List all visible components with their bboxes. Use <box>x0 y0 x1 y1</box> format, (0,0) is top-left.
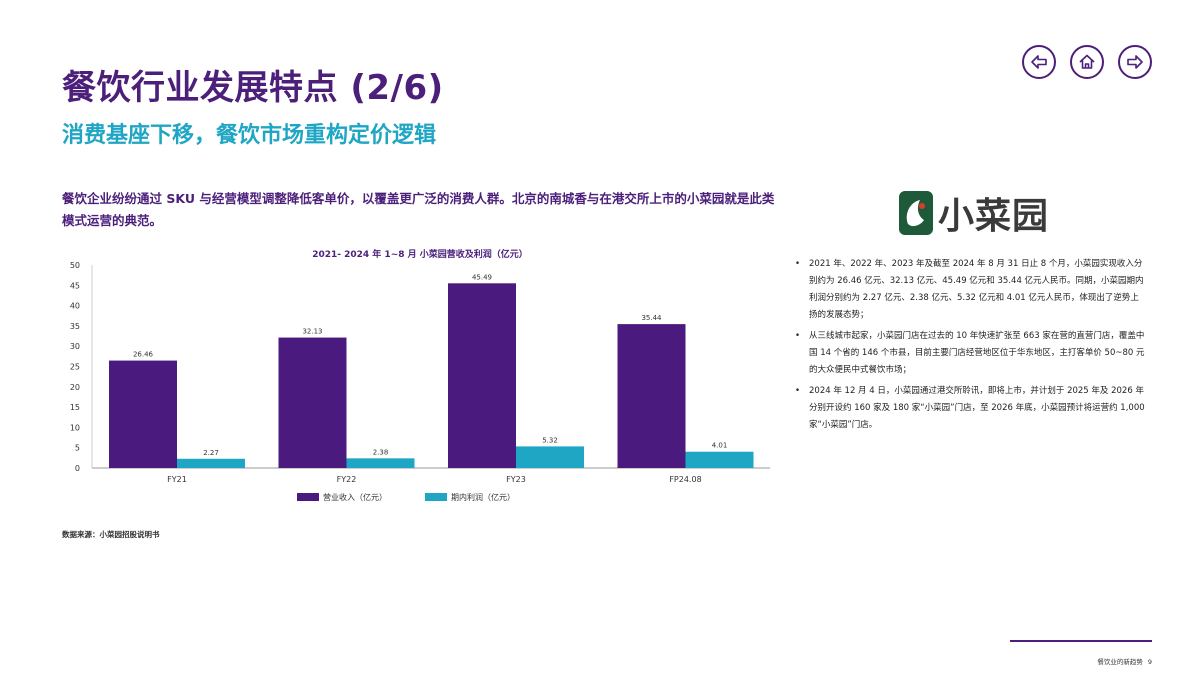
y-tick-label: 50 <box>70 261 80 270</box>
arrow-left-icon <box>1031 55 1047 69</box>
revenue-profit-bar-chart: 0 5 10 15 20 25 30 35 40 45 50 26.46 2.27 FY21 32.13 2.… <box>70 261 770 502</box>
x-tick-label: FY23 <box>506 475 526 484</box>
y-tick-label: 30 <box>70 342 80 351</box>
data-label: 5.32 <box>542 436 558 444</box>
data-label: 45.49 <box>472 273 492 281</box>
bar-profit <box>177 458 245 468</box>
bar-revenue <box>617 324 686 468</box>
legend-swatch <box>425 493 447 501</box>
x-tick-label: FP24.08 <box>669 475 701 484</box>
data-label: 2.27 <box>203 449 219 457</box>
y-tick-label: 20 <box>70 383 80 392</box>
legend-label: 期内利润（亿元） <box>451 492 515 502</box>
y-tick-label: 25 <box>70 363 80 372</box>
bullet-item: 2021 年、2022 年、2023 年及截至 2024 年 8 月 31 日止… <box>795 256 1147 324</box>
data-label: 26.46 <box>133 351 154 359</box>
bullet-list: 2021 年、2022 年、2023 年及截至 2024 年 8 月 31 日止… <box>795 256 1147 438</box>
bar-profit <box>346 458 415 468</box>
bar-revenue <box>278 337 347 468</box>
y-tick-label: 10 <box>70 423 80 432</box>
footer: 餐饮业的新趋势 9 <box>1010 656 1152 666</box>
bullet-item: 2024 年 12 月 4 日，小菜园通过港交所聆讯，即将上市，并计划于 202… <box>795 383 1147 434</box>
page-title: 餐饮行业发展特点 (2/6) <box>62 68 444 108</box>
footer-divider <box>1010 640 1152 642</box>
y-tick-label: 0 <box>75 464 80 473</box>
home-icon <box>1079 54 1095 69</box>
bar-revenue <box>448 283 516 468</box>
y-tick-label: 40 <box>70 302 80 311</box>
navigation-buttons <box>1022 45 1152 79</box>
x-tick-label: FY21 <box>167 475 187 484</box>
data-label: 4.01 <box>712 442 728 450</box>
legend-swatch <box>297 493 319 501</box>
y-tick-label: 15 <box>70 403 80 412</box>
data-label: 32.13 <box>302 328 322 336</box>
prev-button[interactable] <box>1022 45 1056 79</box>
x-tick-label: FY22 <box>337 475 357 484</box>
logo-text: 小菜园 <box>938 195 1050 237</box>
intro-text: 餐饮企业纷纷通过 SKU 与经营模型调整降低客单价，以覆盖更广泛的消费人群。北京… <box>62 191 775 228</box>
y-tick-label: 45 <box>70 281 80 290</box>
chart-title: 2021- 2024 年 1~8 月 小菜园营收及利润（亿元） <box>312 250 528 260</box>
xiaocaiyuan-logo-icon <box>899 191 933 235</box>
y-tick-label: 35 <box>70 322 80 331</box>
arrow-right-icon <box>1127 55 1143 69</box>
y-tick-label: 5 <box>75 444 80 453</box>
home-button[interactable] <box>1070 45 1104 79</box>
bar-profit <box>516 446 584 468</box>
footer-label: 餐饮业的新趋势 <box>1097 658 1143 666</box>
xiaocaiyuan-logo: 小菜园 <box>898 187 1049 239</box>
bar-revenue <box>109 360 177 468</box>
bullet-item: 从三线城市起家，小菜园门店在过去的 10 年快速扩张至 663 家在营的直营门店… <box>795 328 1147 379</box>
page-number: 9 <box>1147 658 1152 666</box>
next-button[interactable] <box>1118 45 1152 79</box>
data-label: 2.38 <box>373 448 389 456</box>
legend-label: 营业收入（亿元） <box>323 492 387 502</box>
page-subtitle: 消费基座下移，餐饮市场重构定价逻辑 <box>62 123 437 148</box>
bar-profit <box>685 451 754 468</box>
data-source: 数据来源：小菜园招股说明书 <box>62 530 160 539</box>
data-label: 35.44 <box>641 314 662 322</box>
